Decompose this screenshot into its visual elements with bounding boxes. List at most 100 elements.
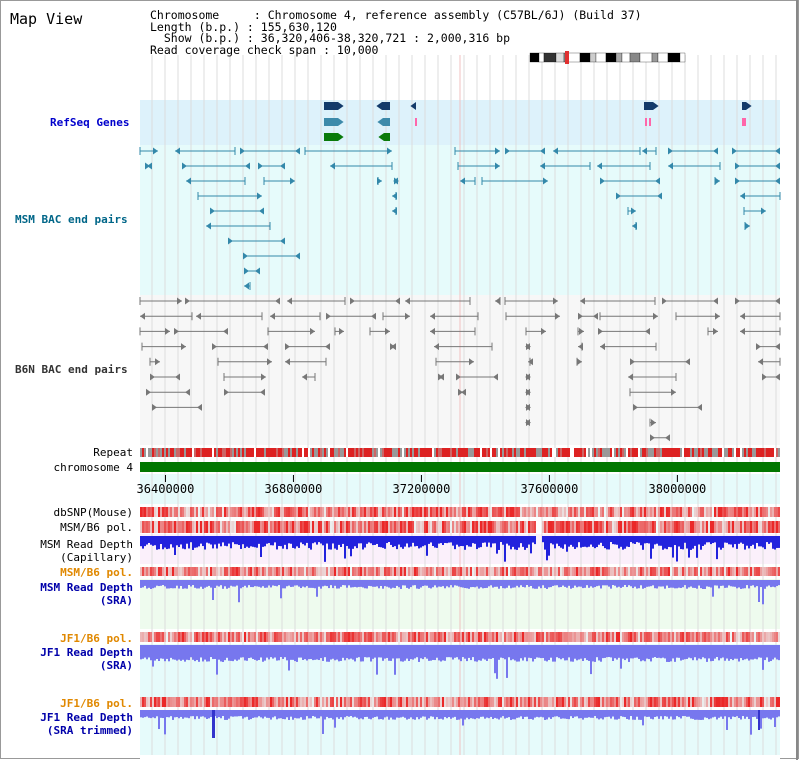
- jf1-depth-bar: [664, 645, 666, 659]
- jf1-depth-bar: [744, 645, 746, 660]
- jf1-pol-trim-segment: [452, 697, 454, 707]
- jf1-pol-segment: [690, 632, 692, 642]
- dbsnp-segment: [440, 507, 442, 517]
- track-label-b6n-bac[interactable]: B6N BAC end pairs: [15, 363, 128, 376]
- msm-cap-depth-bar: [624, 536, 626, 549]
- repeat-segment: [380, 448, 382, 457]
- jf1-pol-trim-segment: [532, 697, 534, 707]
- msm-pol-segment: [610, 521, 612, 533]
- msm-pol-segment: [630, 521, 632, 533]
- jf1-trim-depth-bar: [686, 710, 688, 717]
- msm-pol-sra-segment: [294, 567, 296, 576]
- msm-sra-depth-bar: [144, 580, 146, 586]
- jf1-trim-depth-bar: [542, 710, 544, 718]
- msm-pol-sra-segment: [154, 567, 156, 576]
- repeat-segment: [696, 448, 698, 457]
- msm-sra-depth-bar: [378, 580, 380, 589]
- msm-pol-sra-segment: [422, 567, 424, 576]
- msm-sra-depth-bar: [676, 580, 678, 589]
- jf1-pol-segment: [432, 632, 434, 642]
- jf1-depth-bar: [198, 645, 200, 662]
- msm-pol-sra-segment: [748, 567, 750, 576]
- msm-bac-end: [715, 177, 720, 185]
- track-label-msm-pol[interactable]: MSM/B6 pol.: [60, 521, 133, 534]
- jf1-trim-depth-bar: [152, 710, 154, 718]
- msm-cap-depth-bar: [166, 536, 168, 550]
- msm-sra-depth-bar: [456, 580, 458, 586]
- msm-pol-sra-segment: [478, 567, 480, 576]
- track-label-refseq[interactable]: RefSeq Genes: [50, 116, 130, 129]
- dbsnp-segment: [682, 507, 684, 517]
- track-label-jf1-depth-trimmed[interactable]: JF1 Read Depth: [40, 711, 133, 724]
- track-label-msm-pol-sra[interactable]: MSM/B6 pol.: [60, 566, 133, 579]
- jf1-pol-trim-segment: [150, 697, 152, 707]
- jf1-pol-segment: [176, 632, 178, 642]
- track-label-chromosome[interactable]: chromosome 4: [53, 461, 133, 474]
- jf1-depth-bar: [346, 645, 348, 659]
- msm-pol-segment: [340, 521, 342, 533]
- track-label-repeat[interactable]: Repeat: [93, 446, 133, 459]
- msm-cap-depth-bar: [168, 536, 170, 549]
- msm-pol-segment: [616, 521, 618, 533]
- msm-pol-sra-segment: [432, 567, 434, 576]
- msm-bac-end: [295, 147, 300, 155]
- jf1-pol-segment: [236, 632, 238, 642]
- b6n-bac-end: [456, 373, 461, 381]
- msm-pol-segment: [494, 521, 496, 533]
- msm-pol-segment: [704, 521, 706, 533]
- track-label-dbsnp[interactable]: dbSNP(Mouse): [53, 506, 133, 519]
- jf1-pol-trim-segment: [564, 697, 566, 707]
- jf1-depth-bar: [500, 645, 502, 658]
- msm-pol-segment: [760, 521, 762, 533]
- msm-cap-depth-bar: [242, 536, 244, 545]
- msm-pol-segment: [288, 521, 290, 533]
- msm-pol-sra-segment: [472, 567, 474, 576]
- jf1-pol-segment: [368, 632, 370, 642]
- track-label-msm-depth-sra[interactable]: MSM Read Depth: [40, 581, 133, 594]
- b6n-bac-end: [525, 388, 530, 396]
- dbsnp-segment: [742, 507, 744, 517]
- track-label-msm-depth-capillary[interactable]: MSM Read Depth: [40, 538, 133, 551]
- msm-sra-depth-bar: [600, 580, 602, 589]
- jf1-pol-trim-segment: [622, 697, 624, 707]
- track-label-jf1-pol-trimmed[interactable]: JF1/B6 pol.: [60, 697, 133, 710]
- msm-pol-sra-segment: [270, 567, 272, 576]
- msm-sra-depth-bar: [410, 580, 412, 588]
- msm-cap-depth-bar: [746, 536, 748, 546]
- jf1-pol-segment: [478, 632, 480, 642]
- dbsnp-segment: [540, 507, 542, 517]
- msm-pol-segment: [506, 521, 508, 533]
- jf1-pol-trim-segment: [610, 697, 612, 707]
- dbsnp-segment: [304, 507, 306, 517]
- track-label-jf1-pol[interactable]: JF1/B6 pol.: [60, 632, 133, 645]
- msm-pol-segment: [260, 521, 262, 533]
- dbsnp-segment: [464, 507, 466, 517]
- msm-pol-segment: [240, 521, 242, 533]
- msm-sra-depth-bar: [288, 580, 290, 586]
- jf1-pol-trim-segment: [700, 697, 702, 707]
- jf1-depth-bar: [434, 645, 436, 661]
- msm-pol-segment: [262, 521, 264, 533]
- track-label-jf1-depth[interactable]: JF1 Read Depth: [40, 646, 133, 659]
- track-label-msm-bac[interactable]: MSM BAC end pairs: [15, 213, 128, 226]
- jf1-pol-trim-segment: [184, 697, 186, 707]
- repeat-segment: [528, 448, 530, 457]
- repeat-segment: [750, 448, 752, 457]
- msm-pol-segment: [520, 521, 522, 533]
- msm-pol-segment: [566, 521, 568, 533]
- msm-pol-sra-segment: [544, 567, 546, 576]
- jf1-pol-trim-segment: [618, 697, 620, 707]
- msm-pol-segment: [208, 521, 210, 533]
- msm-pol-segment: [744, 521, 746, 533]
- msm-pol-segment: [696, 521, 698, 533]
- jf1-trim-depth-bar: [208, 710, 210, 719]
- jf1-pol-trim-segment: [450, 697, 452, 707]
- msm-sra-depth-bar: [638, 580, 640, 589]
- msm-bac-end: [735, 162, 740, 170]
- jf1-trim-depth-bar: [362, 710, 364, 720]
- jf1-pol-trim-segment: [714, 697, 716, 707]
- msm-sra-depth-bar: [366, 580, 368, 589]
- msm-cap-depth-bar: [328, 536, 330, 550]
- jf1-trim-depth-bar: [510, 710, 512, 720]
